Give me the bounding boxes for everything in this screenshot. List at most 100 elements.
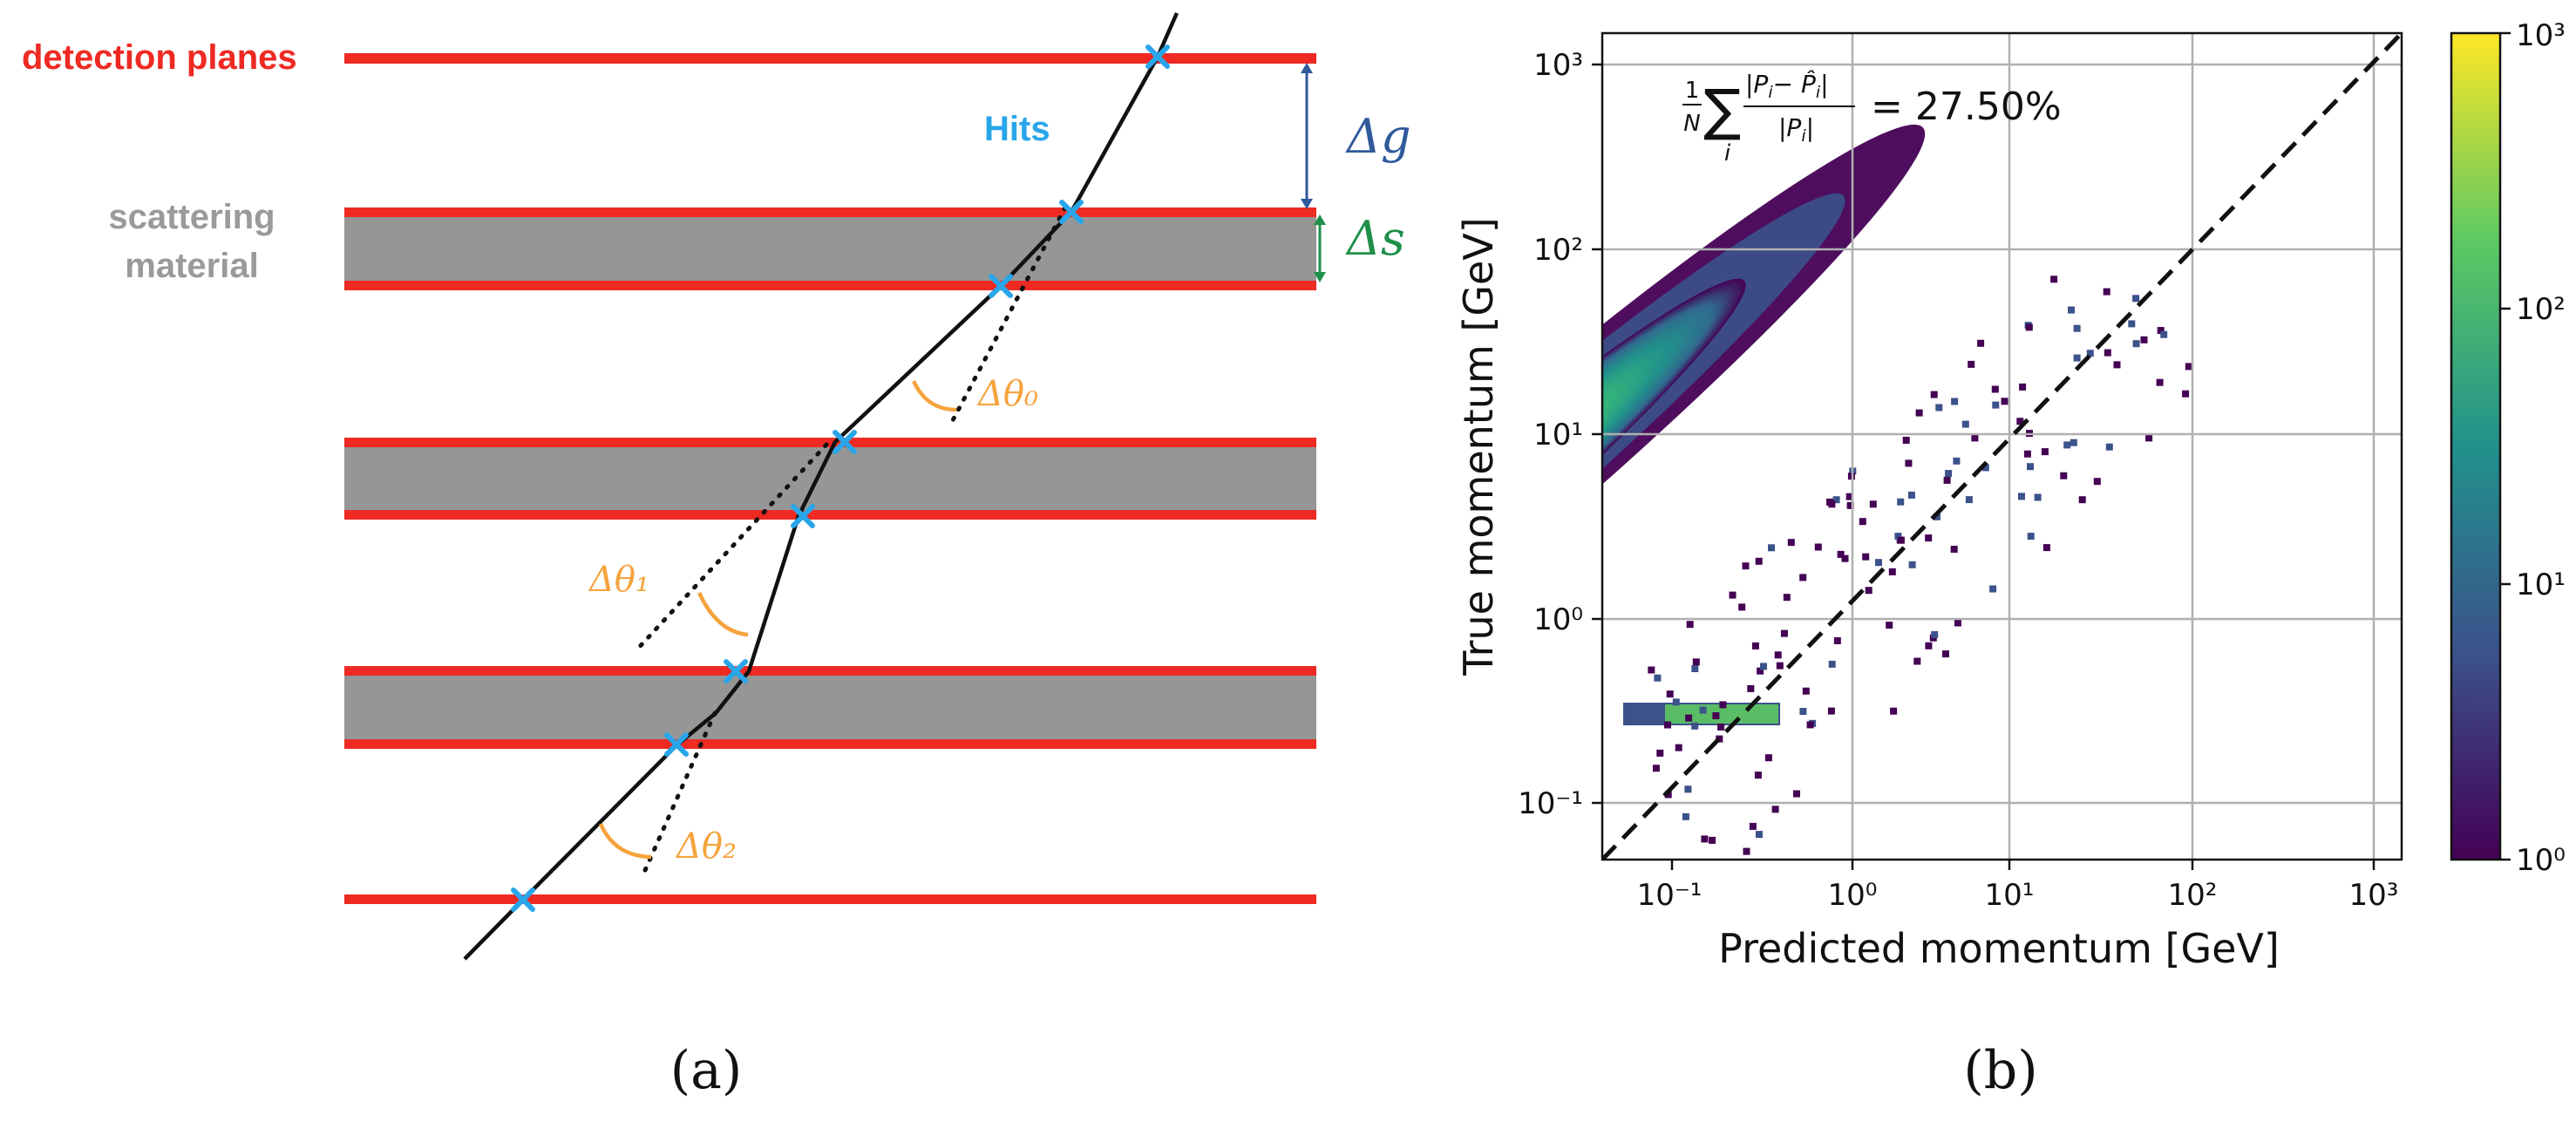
heatmap-outlier-bin — [1832, 496, 1840, 504]
heatmap-outlier-bin — [1654, 674, 1662, 682]
heatmap-outlier-bin — [1771, 806, 1779, 813]
heatmap-outlier-bin — [1749, 822, 1757, 830]
heatmap-outlier-bin — [1764, 754, 1772, 762]
heatmap-outlier-bin — [1954, 619, 1961, 627]
heatmap-outlier-bin — [1837, 550, 1845, 558]
heatmap-outlier-bin — [1814, 543, 1822, 551]
scattering-material-label-line2: material — [125, 247, 258, 285]
x-tick-label: 10¹ — [1985, 878, 2035, 913]
heatmap-core — [1602, 278, 1746, 828]
heatmap-outlier-bin — [1691, 665, 1699, 672]
x-tick-label: 10⁰ — [1828, 878, 1878, 913]
heatmap-outlier-bin — [2018, 493, 2025, 500]
heatmap-outlier-bin — [2041, 448, 2049, 456]
heatmap-outlier-bin — [1686, 621, 1694, 629]
heatmap-outlier-bin — [1828, 660, 1836, 668]
hit-marker — [1145, 44, 1170, 69]
heatmap-outlier-bin — [1845, 493, 1853, 500]
heatmap-outlier-bin — [1664, 721, 1671, 729]
heatmap-outlier-bin — [1913, 657, 1921, 665]
heatmap-outlier-bin — [2050, 275, 2058, 283]
detection-planes-label: detection planes — [22, 38, 297, 77]
heatmap-outlier-bin — [1907, 491, 1915, 499]
heatmap-outlier-bin — [1905, 459, 1913, 467]
colorbar: 10⁰ 10¹ 10² 10³ — [2450, 18, 2566, 878]
y-axis-label: True momentum [GeV] — [1455, 217, 1502, 676]
heatmap-outlier-bin — [1755, 557, 1763, 565]
heatmap-outlier-bin — [2068, 306, 2075, 314]
colorbar-tick-label: 10² — [2516, 292, 2566, 327]
y-tick-label: 10⁻¹ — [1518, 786, 1583, 821]
heatmap-outlier-bin — [2132, 340, 2140, 348]
heatmap-outlier-bin — [1846, 501, 1854, 509]
heatmap-outlier-bin — [2042, 544, 2050, 552]
x-axis-label: Predicted momentum [GeV] — [1718, 925, 2280, 972]
heatmap-outlier-bin — [2128, 320, 2136, 328]
heatmap-outlier-bin — [2070, 439, 2077, 446]
hit-marker — [833, 430, 857, 454]
heatmap-outlier-bin — [2185, 363, 2192, 371]
heatmap-outlier-bin — [1833, 637, 1841, 644]
heatmap — [1602, 124, 2192, 858]
plane-5 — [344, 510, 1316, 520]
heatmap-outlier-bin — [1890, 707, 1898, 715]
heatmap-outlier-bin — [2027, 533, 2035, 541]
heatmap-outlier-bin — [1656, 749, 1664, 757]
colorbar-tick-label: 10³ — [2516, 18, 2566, 53]
colorbar-gradient — [2450, 31, 2502, 861]
caption-a: (a) — [670, 1040, 743, 1101]
heatmap-outlier-bin — [1989, 585, 1997, 593]
plane-3 — [344, 281, 1316, 290]
heatmap-outlier-bin — [1965, 496, 1973, 504]
formula-sub-index: i — [1724, 140, 1731, 167]
error-formula: 1 N ∑ i |Pi− P̂i| |Pi| = 27.50% — [1682, 70, 2062, 167]
heatmap-outlier-bin — [1925, 642, 1933, 649]
heatmap-outlier-bin — [2001, 398, 2008, 405]
heatmap-outlier-bin — [1935, 404, 1943, 411]
heatmap-outlier-bin — [2023, 450, 2031, 458]
heatmap-outlier-bin — [2073, 354, 2081, 362]
heatmap-outlier-bin — [1717, 723, 1725, 731]
heatmap-outlier-bin — [2093, 478, 2101, 486]
heatmap-outlier-bin — [2113, 361, 2121, 369]
heatmap-outlier-bin — [1760, 663, 1767, 670]
heatmap-outlier-bin — [1757, 667, 1764, 675]
heatmap-outlier-bin — [1738, 603, 1746, 611]
hit-marker — [989, 274, 1013, 298]
heatmap-outlier-bin — [1699, 706, 1707, 714]
hit-marker — [664, 732, 689, 757]
heatmap-outlier-bin — [1729, 591, 1737, 599]
grid — [1602, 33, 2402, 860]
heatmap-outlier-bin — [1780, 629, 1788, 637]
panel-a: detection planes scattering material Hit… — [22, 12, 1411, 1101]
heatmap-outlier-bin — [1747, 684, 1755, 692]
heatmap-outlier-bin — [1826, 498, 1833, 506]
formula-frac-num: 1 — [1685, 78, 1700, 104]
caption-b: (b) — [1963, 1040, 2037, 1101]
hit-marker — [1059, 200, 1084, 224]
extrapolation-line-1 — [632, 442, 829, 655]
heatmap-outlier-bin — [1743, 847, 1750, 855]
heatmap-outlier-bin — [2104, 349, 2111, 357]
heatmap-outlier-bin — [1806, 721, 1814, 729]
heatmap-outlier-bin — [1961, 420, 1969, 428]
heatmap-outlier-bin — [1675, 744, 1682, 751]
heatmap-outlier-bin — [2019, 383, 2027, 391]
delta-g-arrow — [1301, 63, 1313, 209]
heatmap-outlier-bin — [1682, 813, 1689, 820]
y-tick-label: 10³ — [1533, 48, 1583, 83]
hit-marker — [791, 504, 815, 528]
hits-label: Hits — [984, 110, 1050, 148]
heatmap-outlier-bin — [1977, 339, 1985, 347]
heatmap-outlier-bin — [1742, 562, 1750, 570]
heatmap-outlier-bin — [2034, 493, 2042, 501]
delta-s-arrow — [1314, 214, 1326, 282]
heatmap-outlier-bin — [1981, 464, 1989, 472]
heatmap-outlier-bin — [2105, 443, 2113, 451]
material-slab-3 — [344, 670, 1316, 746]
heatmap-outlier-bin — [1664, 791, 1672, 799]
x-tick-label: 10² — [2168, 878, 2218, 913]
x-tick-label: 10⁻¹ — [1637, 878, 1703, 913]
heatmap-outlier-bin — [2073, 324, 2081, 332]
